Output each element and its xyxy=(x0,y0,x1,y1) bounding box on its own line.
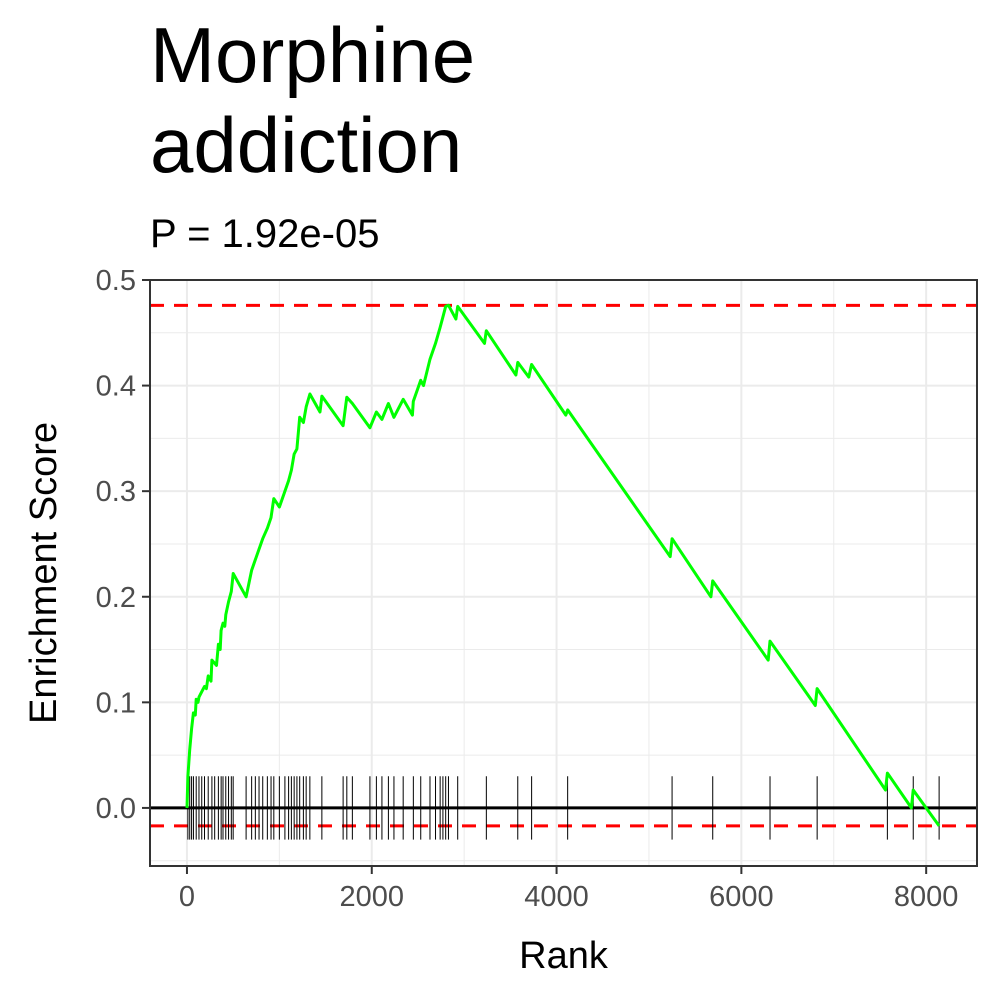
y-tick-label: 0.2 xyxy=(96,582,136,614)
x-tick-label: 8000 xyxy=(894,881,959,913)
x-tick-label: 2000 xyxy=(340,881,405,913)
chart-title: Morphine addiction xyxy=(150,11,476,189)
y-tick-label: 0.3 xyxy=(96,476,136,508)
x-tick-label: 0 xyxy=(179,881,195,913)
panel-border xyxy=(149,279,978,867)
y-axis-title: Enrichment Score xyxy=(23,422,65,724)
enrichment-score-line xyxy=(185,303,941,827)
chart-subtitle: P = 1.92e-05 xyxy=(150,212,380,256)
enrichment-line-layer xyxy=(185,303,941,827)
x-tick-label: 4000 xyxy=(524,881,589,913)
y-tick-label: 0.1 xyxy=(96,687,136,719)
plot-panel xyxy=(150,280,977,866)
axis-layer: 0 2000 4000 6000 8000 0.0 0.1 0.2 0.3 0.4 0.5 xyxy=(96,265,959,913)
y-tick-label: 0.4 xyxy=(96,371,136,403)
hit-ticks xyxy=(187,776,940,840)
y-tick-label: 0.5 xyxy=(96,265,136,297)
y-tick-label: 0.0 xyxy=(96,793,136,825)
reference-lines xyxy=(150,303,977,828)
x-axis-title: Rank xyxy=(519,935,609,977)
title-block: Morphine addiction xyxy=(150,10,475,190)
x-tick-label: 6000 xyxy=(709,881,774,913)
